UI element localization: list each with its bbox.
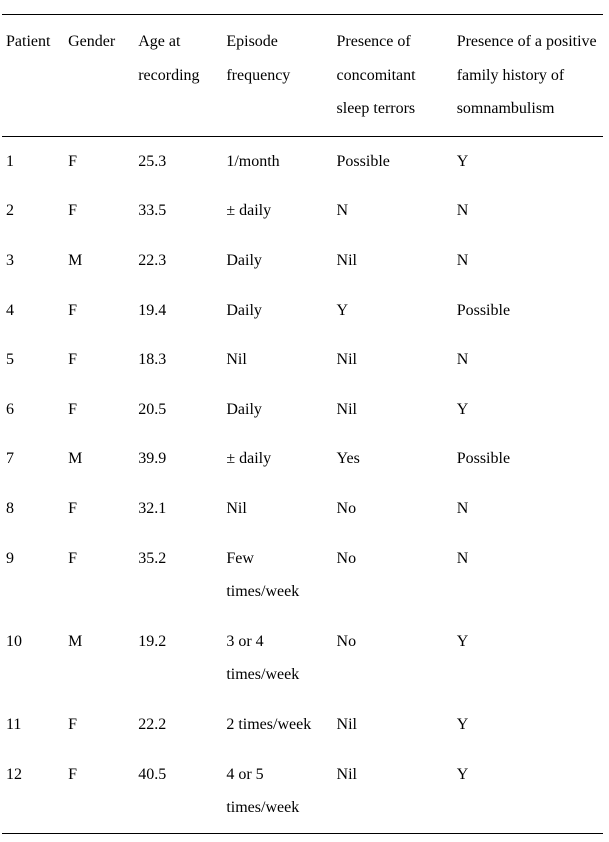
patient-table: Patient Gender Age at recording Episode … <box>2 14 603 834</box>
cell-age: 32.1 <box>134 484 222 534</box>
cell-gender: F <box>64 750 134 834</box>
cell-terrors: Possible <box>333 136 453 186</box>
cell-patient: 4 <box>2 286 64 336</box>
cell-terrors: Nil <box>333 335 453 385</box>
table-row: 2 F 33.5 ± daily N N <box>2 186 603 236</box>
cell-terrors: No <box>333 534 453 617</box>
cell-episode: ± daily <box>222 186 332 236</box>
col-header-age: Age at recording <box>134 15 222 137</box>
cell-family: N <box>453 186 603 236</box>
cell-terrors: Nil <box>333 236 453 286</box>
cell-family: Possible <box>453 286 603 336</box>
cell-patient: 9 <box>2 534 64 617</box>
col-header-episode: Episode frequency <box>222 15 332 137</box>
cell-episode: Daily <box>222 286 332 336</box>
cell-age: 22.3 <box>134 236 222 286</box>
cell-terrors: No <box>333 617 453 700</box>
cell-family: N <box>453 534 603 617</box>
cell-gender: F <box>64 534 134 617</box>
cell-gender: M <box>64 617 134 700</box>
cell-age: 39.9 <box>134 434 222 484</box>
cell-patient: 6 <box>2 385 64 435</box>
cell-patient: 8 <box>2 484 64 534</box>
cell-family: N <box>453 335 603 385</box>
cell-family: Y <box>453 385 603 435</box>
cell-terrors: Nil <box>333 385 453 435</box>
cell-gender: F <box>64 136 134 186</box>
cell-episode: Nil <box>222 484 332 534</box>
cell-patient: 7 <box>2 434 64 484</box>
cell-age: 19.4 <box>134 286 222 336</box>
col-header-patient: Patient <box>2 15 64 137</box>
cell-gender: F <box>64 385 134 435</box>
cell-age: 22.2 <box>134 700 222 750</box>
cell-patient: 3 <box>2 236 64 286</box>
cell-family: Y <box>453 700 603 750</box>
col-header-terrors: Presence of concomitant sleep terrors <box>333 15 453 137</box>
cell-family: N <box>453 236 603 286</box>
table-row: 5 F 18.3 Nil Nil N <box>2 335 603 385</box>
cell-gender: M <box>64 434 134 484</box>
cell-terrors: Nil <box>333 750 453 834</box>
cell-episode: Nil <box>222 335 332 385</box>
cell-episode: 1/month <box>222 136 332 186</box>
cell-terrors: Y <box>333 286 453 336</box>
table-row: 3 M 22.3 Daily Nil N <box>2 236 603 286</box>
col-header-family: Presence of a positive family history of… <box>453 15 603 137</box>
table-row: 10 M 19.2 3 or 4 times/week No Y <box>2 617 603 700</box>
cell-terrors: Nil <box>333 700 453 750</box>
cell-age: 25.3 <box>134 136 222 186</box>
cell-family: Possible <box>453 434 603 484</box>
cell-family: Y <box>453 750 603 834</box>
table-row: 8 F 32.1 Nil No N <box>2 484 603 534</box>
table-row: 7 M 39.9 ± daily Yes Possible <box>2 434 603 484</box>
table-row: 4 F 19.4 Daily Y Possible <box>2 286 603 336</box>
cell-family: N <box>453 484 603 534</box>
cell-episode: 4 or 5 times/week <box>222 750 332 834</box>
cell-patient: 12 <box>2 750 64 834</box>
table-row: 6 F 20.5 Daily Nil Y <box>2 385 603 435</box>
patient-table-container: Patient Gender Age at recording Episode … <box>0 0 609 842</box>
cell-terrors: No <box>333 484 453 534</box>
cell-family: Y <box>453 617 603 700</box>
cell-gender: F <box>64 286 134 336</box>
header-row: Patient Gender Age at recording Episode … <box>2 15 603 137</box>
cell-patient: 10 <box>2 617 64 700</box>
cell-episode: Few times/week <box>222 534 332 617</box>
cell-family: Y <box>453 136 603 186</box>
cell-gender: M <box>64 236 134 286</box>
cell-age: 40.5 <box>134 750 222 834</box>
cell-patient: 11 <box>2 700 64 750</box>
table-row: 1 F 25.3 1/month Possible Y <box>2 136 603 186</box>
table-row: 9 F 35.2 Few times/week No N <box>2 534 603 617</box>
cell-episode: ± daily <box>222 434 332 484</box>
cell-age: 20.5 <box>134 385 222 435</box>
table-row: 12 F 40.5 4 or 5 times/week Nil Y <box>2 750 603 834</box>
cell-gender: F <box>64 484 134 534</box>
cell-episode: 3 or 4 times/week <box>222 617 332 700</box>
cell-terrors: Yes <box>333 434 453 484</box>
cell-episode: Daily <box>222 385 332 435</box>
cell-gender: F <box>64 335 134 385</box>
cell-episode: 2 times/week <box>222 700 332 750</box>
cell-age: 35.2 <box>134 534 222 617</box>
table-body: 1 F 25.3 1/month Possible Y 2 F 33.5 ± d… <box>2 136 603 833</box>
cell-gender: F <box>64 700 134 750</box>
cell-patient: 1 <box>2 136 64 186</box>
cell-episode: Daily <box>222 236 332 286</box>
cell-age: 19.2 <box>134 617 222 700</box>
table-row: 11 F 22.2 2 times/week Nil Y <box>2 700 603 750</box>
cell-age: 33.5 <box>134 186 222 236</box>
cell-patient: 5 <box>2 335 64 385</box>
cell-age: 18.3 <box>134 335 222 385</box>
cell-gender: F <box>64 186 134 236</box>
cell-patient: 2 <box>2 186 64 236</box>
col-header-gender: Gender <box>64 15 134 137</box>
cell-terrors: N <box>333 186 453 236</box>
